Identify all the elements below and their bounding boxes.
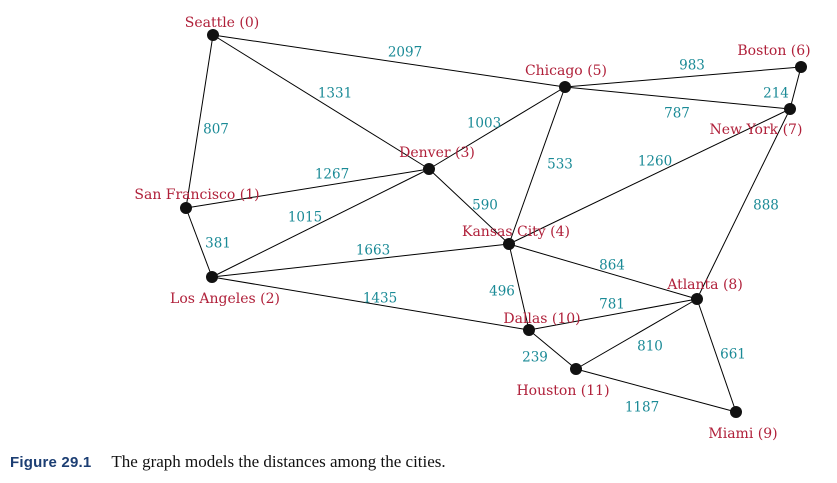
city-node-2 xyxy=(206,271,218,283)
city-node-0 xyxy=(207,29,219,41)
edge-weight-labels: 2097 1331 807 1267 381 1015 1663 1435 1003 590 533… xyxy=(203,45,789,416)
city-label-10: Dallas (10) xyxy=(503,311,580,327)
city-label-9: Miami (9) xyxy=(708,426,777,442)
city-node-7 xyxy=(784,103,796,115)
city-node-1 xyxy=(180,202,192,214)
edge-weight-8-10: 781 xyxy=(599,297,625,313)
city-node-4 xyxy=(503,238,515,250)
edge-0-5 xyxy=(212,34,566,88)
city-node-11 xyxy=(570,363,582,375)
edge-4-5 xyxy=(508,86,566,245)
city-node-10 xyxy=(523,324,535,336)
edge-6-7 xyxy=(789,66,802,110)
edge-weight-11-9: 1187 xyxy=(625,400,659,416)
edge-weight-7-8: 888 xyxy=(753,198,779,214)
city-node-6 xyxy=(795,61,807,73)
city-label-3: Denver (3) xyxy=(399,145,475,161)
edge-8-11 xyxy=(575,298,698,370)
graph-nodes xyxy=(180,29,807,418)
edge-weight-2-10: 1435 xyxy=(363,291,397,307)
edge-8-9 xyxy=(696,298,737,413)
edge-0-1 xyxy=(185,34,214,209)
edge-weight-5-6: 983 xyxy=(679,58,705,74)
edge-weight-0-1: 807 xyxy=(203,122,229,138)
edge-11-9 xyxy=(575,368,737,413)
edge-weight-5-7: 787 xyxy=(664,106,690,122)
edge-4-8 xyxy=(508,243,698,300)
edge-5-6 xyxy=(564,66,802,88)
edge-3-5 xyxy=(428,86,566,170)
edge-weight-8-9: 661 xyxy=(720,347,746,363)
figure-label: Figure 29.1 xyxy=(10,454,92,471)
figure-caption-text: The graph models the distances among the… xyxy=(111,452,446,471)
city-label-1: San Francisco (1) xyxy=(134,187,259,203)
edge-weight-8-11: 810 xyxy=(637,339,663,355)
edge-weight-2-4: 1663 xyxy=(356,243,390,259)
edge-weight-0-5: 2097 xyxy=(388,45,422,61)
city-label-5: Chicago (5) xyxy=(525,63,607,79)
city-node-3 xyxy=(423,163,435,175)
city-label-11: Houston (11) xyxy=(516,383,609,399)
edge-5-7 xyxy=(564,86,791,110)
graph-edges xyxy=(185,34,802,413)
edge-weight-4-8: 864 xyxy=(599,258,625,274)
edge-weight-6-7: 214 xyxy=(763,86,789,102)
edge-weight-10-11: 239 xyxy=(522,350,548,366)
edge-weight-4-10: 496 xyxy=(489,284,515,300)
edge-weight-1-3: 1267 xyxy=(315,167,349,183)
city-distance-graph: 2097 1331 807 1267 381 1015 1663 1435 1003 590 533… xyxy=(134,15,810,442)
city-node-8 xyxy=(691,293,703,305)
city-label-4: Kansas City (4) xyxy=(462,224,570,240)
city-label-6: Boston (6) xyxy=(737,43,810,59)
edge-4-10 xyxy=(508,243,530,331)
edge-2-10 xyxy=(211,276,530,331)
edge-10-11 xyxy=(528,329,577,370)
city-label-0: Seattle (0) xyxy=(185,15,260,31)
city-label-8: Atlanta (8) xyxy=(666,277,743,293)
edge-1-3 xyxy=(185,168,430,209)
edge-3-4 xyxy=(428,168,510,245)
city-label-7: New York (7) xyxy=(710,122,803,138)
edge-weight-1-2: 381 xyxy=(205,236,231,252)
city-label-2: Los Angeles (2) xyxy=(170,291,280,307)
edge-2-4 xyxy=(211,243,510,278)
edge-1-2 xyxy=(185,207,213,278)
edge-0-3 xyxy=(212,34,430,170)
figure-caption: Figure 29.1 The graph models the distanc… xyxy=(10,452,446,472)
city-node-5 xyxy=(559,81,571,93)
edge-4-7 xyxy=(508,108,791,245)
edge-weight-3-5: 1003 xyxy=(467,116,501,132)
edge-7-8 xyxy=(696,108,791,300)
edge-2-3 xyxy=(211,168,430,278)
edge-weight-4-7: 1260 xyxy=(638,154,672,170)
edge-weight-2-3: 1015 xyxy=(288,210,322,226)
edge-8-10 xyxy=(528,298,698,331)
city-node-9 xyxy=(730,406,742,418)
city-labels: Seattle (0) San Francisco (1) Los Angeles … xyxy=(134,15,810,442)
edge-weight-3-4: 590 xyxy=(472,198,498,214)
edge-weight-4-5: 533 xyxy=(547,157,573,173)
edge-weight-0-3: 1331 xyxy=(318,86,352,102)
